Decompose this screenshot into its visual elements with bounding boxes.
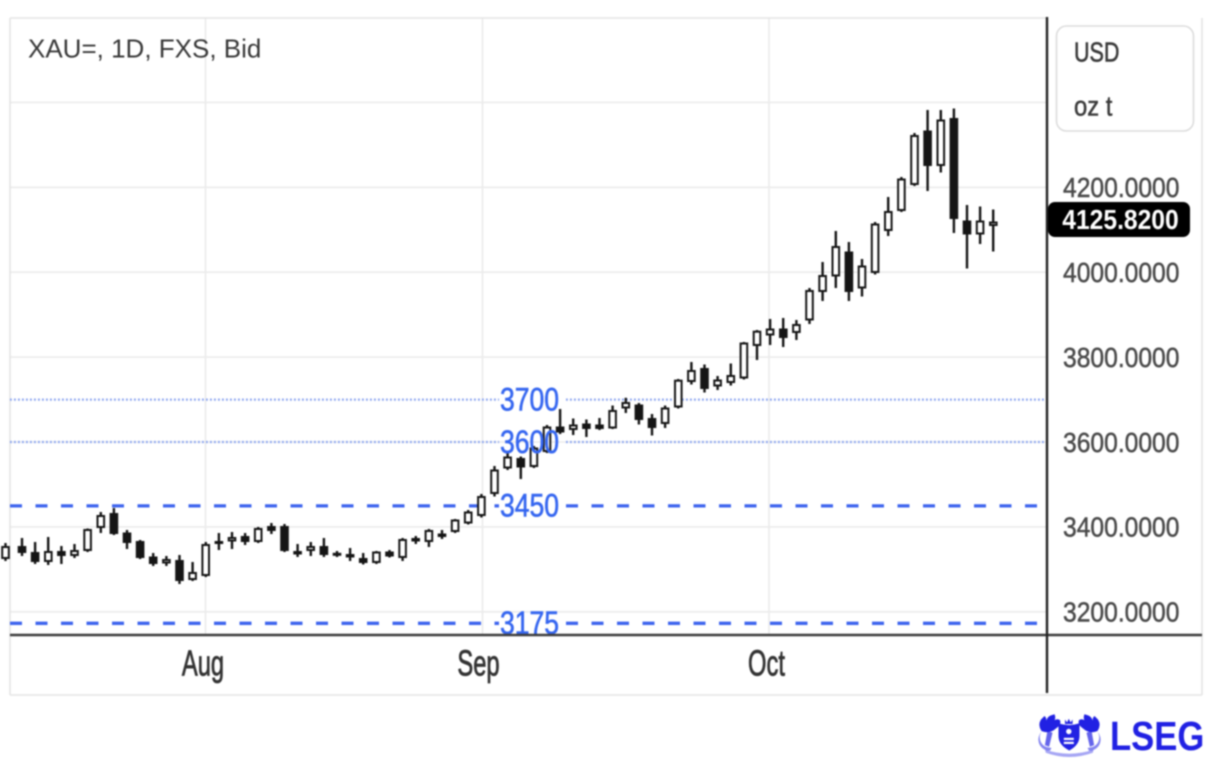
svg-text:Aug: Aug bbox=[182, 644, 224, 684]
svg-text:3600.0000: 3600.0000 bbox=[1063, 426, 1179, 458]
svg-text:3450: 3450 bbox=[500, 488, 559, 524]
svg-text:3400.0000: 3400.0000 bbox=[1063, 511, 1179, 543]
svg-text:3600: 3600 bbox=[500, 425, 559, 461]
svg-text:USD: USD bbox=[1074, 37, 1119, 68]
svg-text:3800.0000: 3800.0000 bbox=[1063, 341, 1179, 373]
svg-text:oz t: oz t bbox=[1074, 90, 1113, 122]
svg-text:Oct: Oct bbox=[748, 644, 785, 684]
svg-text:3700: 3700 bbox=[500, 382, 559, 418]
svg-text:4000.0000: 4000.0000 bbox=[1063, 257, 1179, 289]
svg-text:4125.8200: 4125.8200 bbox=[1062, 204, 1178, 236]
svg-text:3175: 3175 bbox=[500, 606, 559, 642]
svg-text:LSEG: LSEG bbox=[1110, 714, 1204, 759]
svg-text:3200.0000: 3200.0000 bbox=[1063, 596, 1179, 628]
svg-text:Sep: Sep bbox=[457, 644, 499, 684]
svg-text:XAU=, 1D, FXS, Bid: XAU=, 1D, FXS, Bid bbox=[28, 34, 261, 64]
svg-text:4200.0000: 4200.0000 bbox=[1063, 172, 1179, 204]
